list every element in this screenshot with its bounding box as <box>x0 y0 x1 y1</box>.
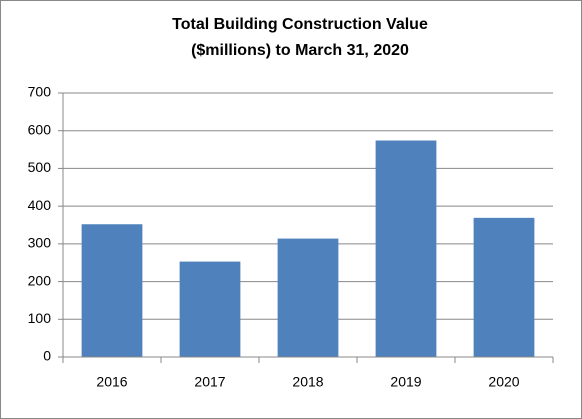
bar <box>473 217 535 357</box>
x-tick-label: 2017 <box>194 374 225 390</box>
y-tick-label: 300 <box>28 235 52 251</box>
y-tick-label: 100 <box>28 310 52 326</box>
y-tick-label: 200 <box>28 272 52 288</box>
y-tick-label: 0 <box>43 348 51 364</box>
bar <box>81 224 143 357</box>
x-tick-label: 2018 <box>292 374 323 390</box>
x-tick-label: 2019 <box>390 374 421 390</box>
bar <box>179 261 241 357</box>
y-tick-label: 600 <box>28 121 52 137</box>
chart-title: ($millions) to March 31, 2020 <box>191 42 409 59</box>
x-tick-label: 2020 <box>488 374 519 390</box>
bar <box>277 238 339 357</box>
y-tick-label: 400 <box>28 197 52 213</box>
x-tick-label: 2016 <box>96 374 127 390</box>
y-tick-label: 500 <box>28 159 52 175</box>
bar <box>375 140 437 357</box>
y-tick-label: 700 <box>28 84 52 100</box>
chart-title: Total Building Construction Value <box>172 16 428 33</box>
